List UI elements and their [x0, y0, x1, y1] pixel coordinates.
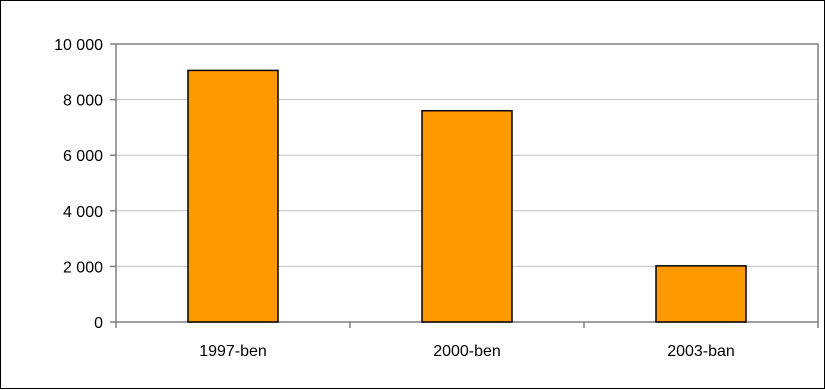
y-tick-label: 0: [94, 315, 103, 332]
y-tick-label: 10 000: [54, 37, 103, 54]
x-category-label: 2000-ben: [433, 343, 501, 360]
y-tick-labels: 0 2 000 4 000 6 000 8 000 10 000: [54, 37, 103, 332]
bars: [187, 69, 747, 323]
bar-2003-ban: [655, 265, 747, 323]
y-tick-label: 4 000: [63, 204, 103, 221]
y-tick-label: 6 000: [63, 148, 103, 165]
x-category-labels: 1997-ben 2000-ben 2003-ban: [199, 343, 735, 360]
y-tick-label: 8 000: [63, 93, 103, 110]
x-category-label: 1997-ben: [199, 343, 267, 360]
bar-2000-ben: [421, 109, 513, 323]
bar-1997-ben: [187, 69, 279, 323]
y-tick-label: 2 000: [63, 259, 103, 276]
x-category-label: 2003-ban: [667, 343, 735, 360]
axes: [110, 43, 819, 328]
